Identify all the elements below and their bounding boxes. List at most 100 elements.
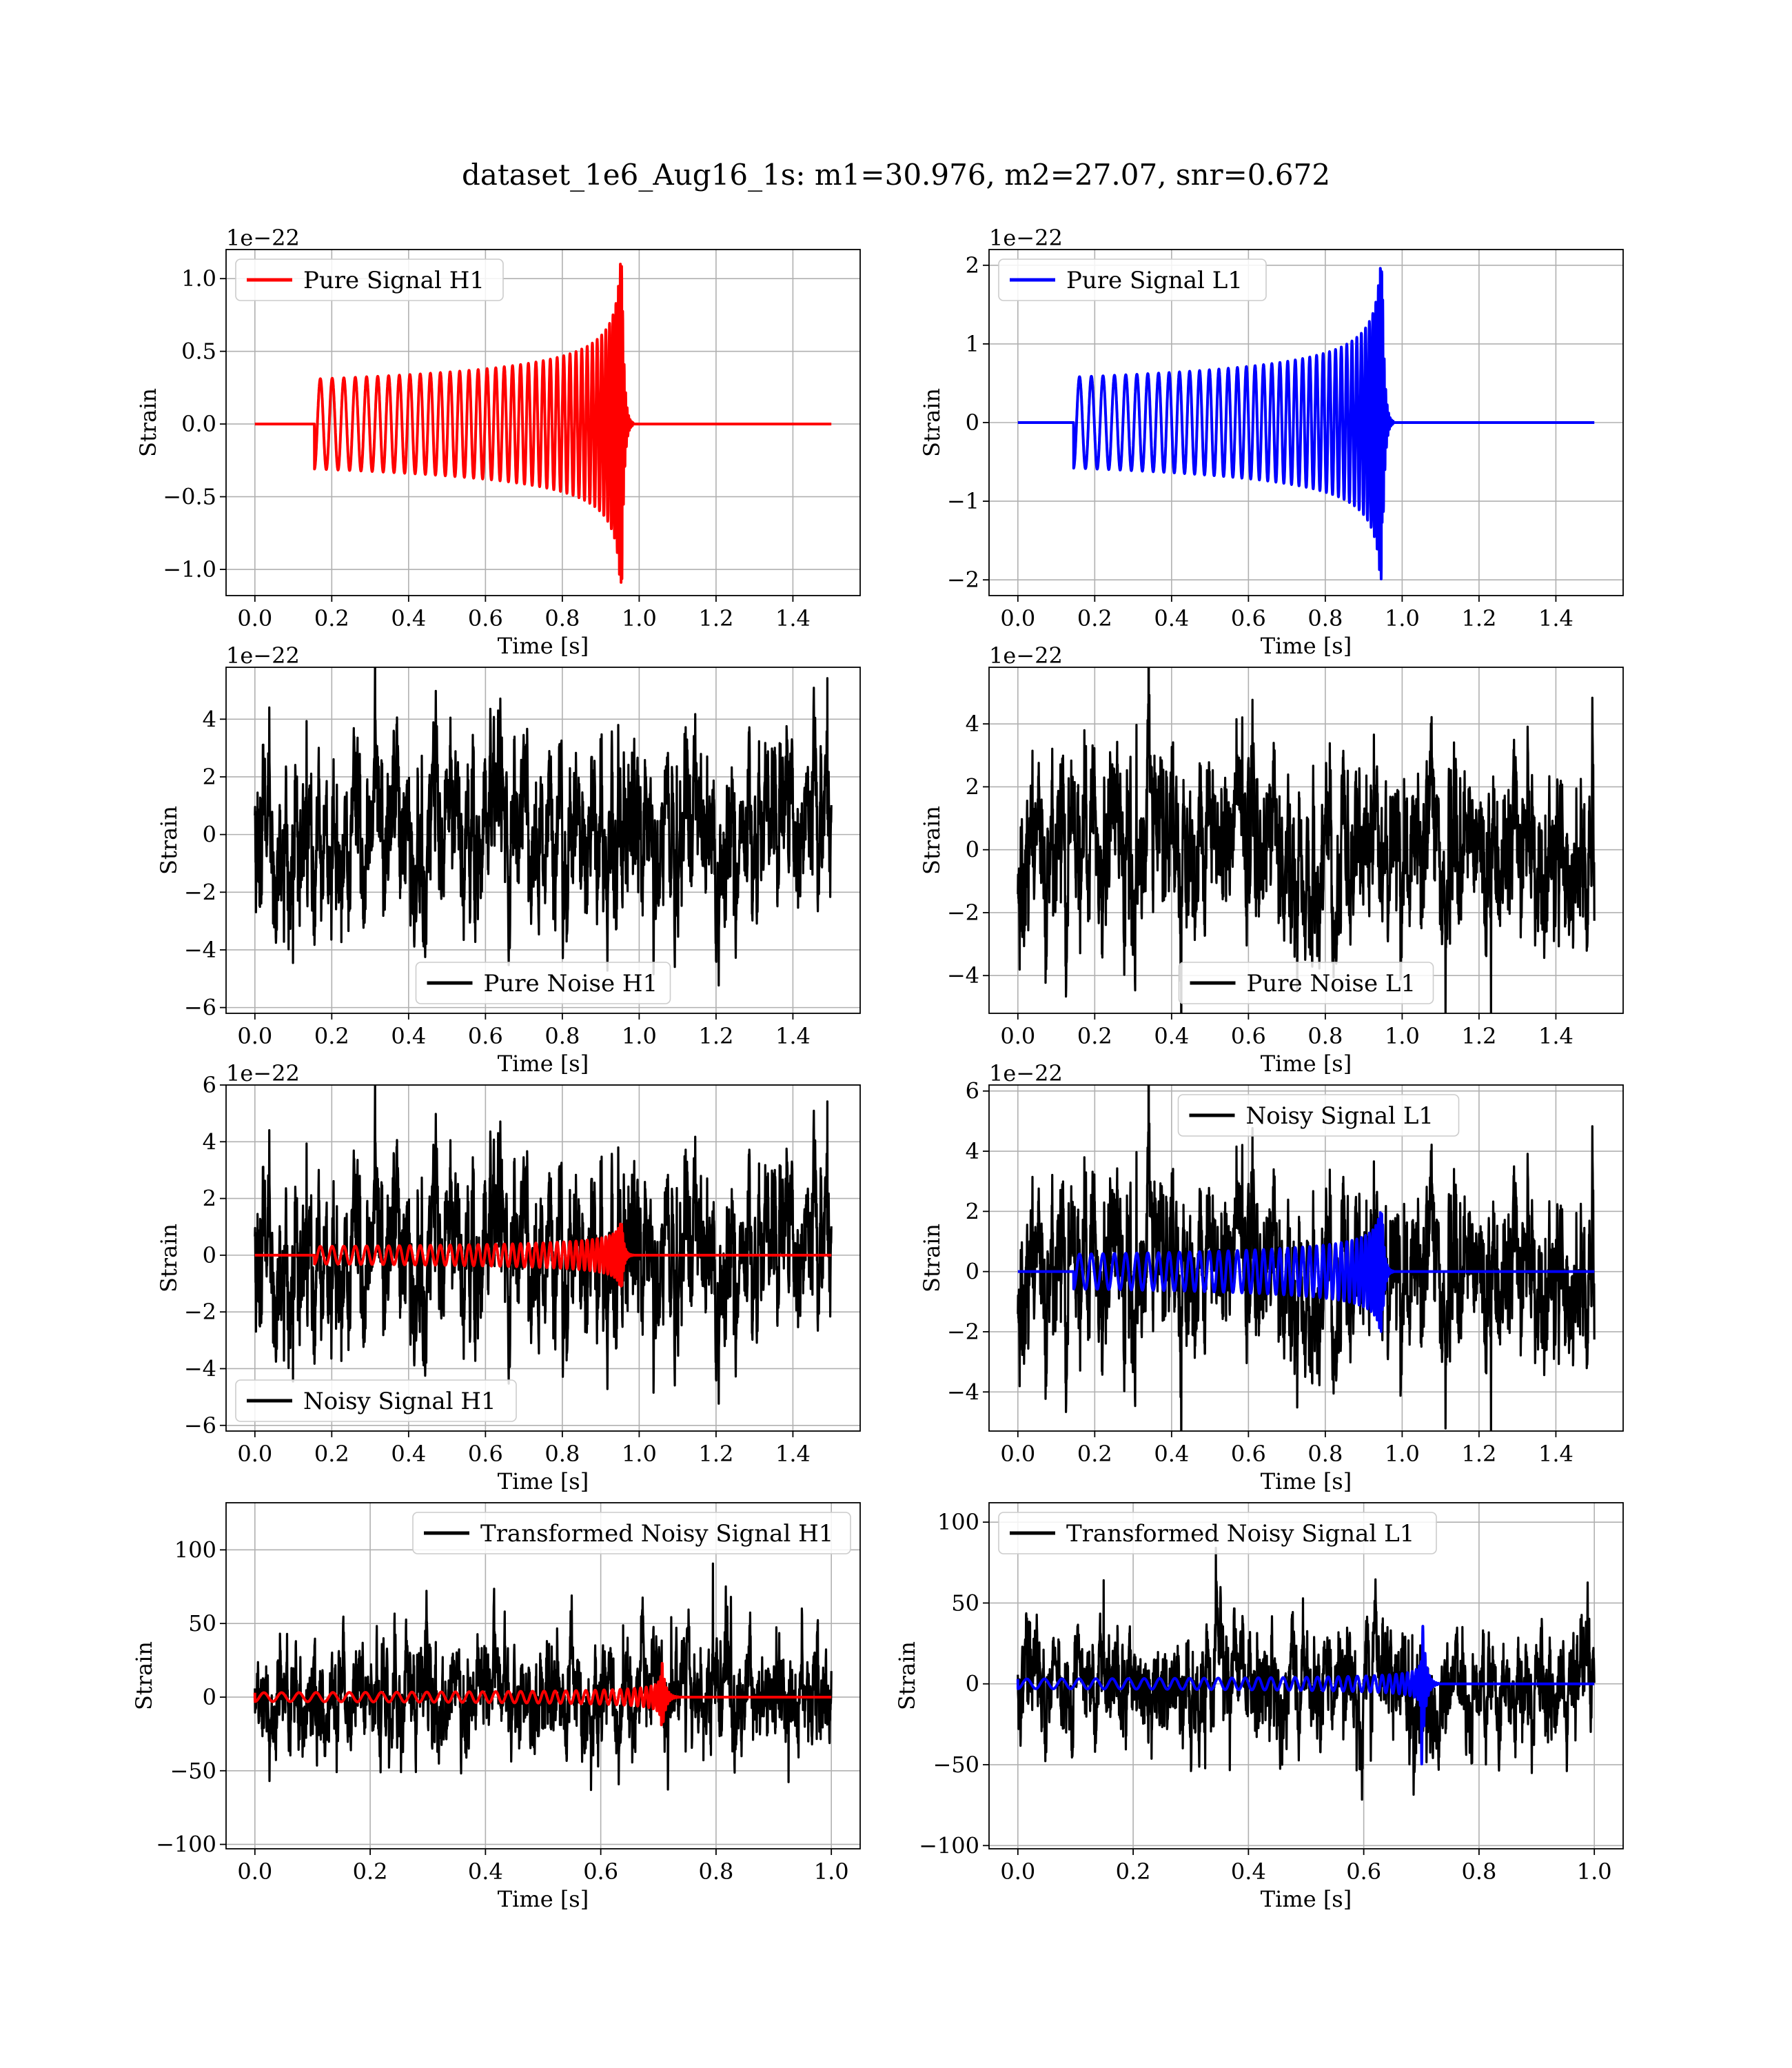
- legend: Pure Signal L1: [998, 258, 1267, 301]
- series-line-signal-overlay: [1016, 1625, 1596, 1765]
- x-tick-label: 0.6: [468, 1441, 503, 1467]
- legend-box: [235, 258, 504, 301]
- x-tick-label: 0.0: [1000, 1858, 1035, 1885]
- subplot-pure-noise-l1: 0.0 0.2 0.4 0.6 0.8 1.0 1.2 1.4 −4 −2 0 2 4 Time [s] S…: [919, 642, 1624, 1077]
- series-line-signal-overlay: [1017, 1211, 1596, 1333]
- x-tick-label: 0.4: [391, 605, 426, 631]
- x-tick-label: 1.0: [1385, 1441, 1420, 1467]
- x-tick-label: 0.8: [1307, 605, 1343, 631]
- x-tick-label: 1.4: [775, 1441, 811, 1467]
- x-tick-label: 0.4: [1154, 1023, 1189, 1049]
- y-tick-label: −50: [933, 1752, 979, 1778]
- y-tick-label: 0.0: [181, 411, 216, 437]
- subplot-noisy-signal-h1: 0.0 0.2 0.4 0.6 0.8 1.0 1.2 1.4 −6 −4 −2 0 2 4 6 Time […: [156, 1060, 861, 1494]
- x-tick-label: 1.4: [1538, 1441, 1574, 1467]
- y-tick-label: −4: [184, 937, 216, 963]
- offset-text: 1e−22: [989, 225, 1063, 251]
- legend-box: [998, 1512, 1437, 1554]
- x-tick-label: 0.2: [353, 1858, 388, 1885]
- series-line-pure-signal-l1: [1017, 267, 1596, 580]
- series-line-pure-signal-h1: [254, 263, 833, 584]
- x-tick-label: 0.2: [1077, 605, 1112, 631]
- x-tick-label: 0.0: [1000, 605, 1035, 631]
- y-tick-label: 100: [937, 1509, 979, 1535]
- x-tick-label: 0.6: [1231, 1441, 1266, 1467]
- y-tick-label: 6: [203, 1072, 216, 1098]
- subplot-transformed-noisy-signal-h1: 0.0 0.2 0.4 0.6 0.8 1.0 −100 −50 0 50 100 Time [s] S…: [131, 1502, 861, 1912]
- x-tick-label: 0.2: [314, 1023, 349, 1049]
- x-tick-label: 0.4: [468, 1858, 503, 1885]
- x-tick-label: 0.4: [391, 1023, 426, 1049]
- x-tick-label: 0.8: [698, 1858, 733, 1885]
- x-axis-label: Time [s]: [1261, 1886, 1352, 1912]
- y-tick-label: 100: [174, 1537, 216, 1563]
- legend-box: [415, 962, 671, 1004]
- y-axis-label: Strain: [156, 806, 182, 875]
- y-tick-label: 2: [966, 252, 979, 278]
- y-tick-label: −2: [184, 1299, 216, 1325]
- x-tick-label: 0.0: [1000, 1441, 1035, 1467]
- axes-frame: [225, 667, 861, 1014]
- y-tick-label: −100: [919, 1832, 979, 1858]
- legend: Pure Signal H1: [235, 258, 504, 301]
- y-tick-label: −2: [947, 1319, 979, 1345]
- y-tick-label: −2: [184, 879, 216, 905]
- x-tick-label: 1.4: [1538, 1023, 1574, 1049]
- x-tick-label: 0.2: [1077, 1441, 1112, 1467]
- y-tick-label: 2: [966, 1198, 979, 1224]
- x-axis-label: Time [s]: [498, 1468, 589, 1494]
- x-tick-label: 1.2: [698, 1441, 733, 1467]
- legend-label: Pure Signal L1: [1066, 267, 1243, 294]
- x-tick-label: 1.0: [622, 605, 657, 631]
- y-tick-label: 0: [966, 409, 979, 436]
- subplot-transformed-noisy-signal-l1: 0.0 0.2 0.4 0.6 0.8 1.0 −100 −50 0 50 100 Time [s] S…: [894, 1502, 1624, 1912]
- x-tick-label: 0.0: [237, 1858, 272, 1885]
- x-tick-label: 0.2: [314, 1441, 349, 1467]
- x-tick-label: 0.8: [1461, 1858, 1496, 1885]
- x-tick-label: 0.8: [544, 1023, 580, 1049]
- y-tick-label: 2: [203, 764, 216, 790]
- offset-text: 1e−22: [989, 642, 1063, 669]
- offset-text: 1e−22: [226, 1060, 300, 1086]
- y-axis-label: Strain: [894, 1641, 920, 1710]
- legend: Transformed Noisy Signal L1: [998, 1512, 1437, 1554]
- x-tick-label: 1.0: [814, 1858, 849, 1885]
- x-tick-label: 0.4: [391, 1441, 426, 1467]
- x-tick-label: 0.0: [237, 605, 272, 631]
- axes-frame: [988, 1502, 1624, 1849]
- y-tick-label: −50: [170, 1758, 216, 1784]
- x-tick-label: 0.6: [1231, 1023, 1266, 1049]
- y-tick-label: 50: [188, 1610, 216, 1636]
- legend-label: Noisy Signal L1: [1246, 1102, 1434, 1130]
- y-tick-label: 4: [203, 706, 216, 732]
- x-tick-label: 0.2: [314, 605, 349, 631]
- y-tick-label: −6: [184, 995, 216, 1021]
- x-tick-label: 0.4: [1154, 605, 1189, 631]
- y-tick-label: −4: [947, 962, 979, 989]
- x-axis-label: Time [s]: [498, 1051, 589, 1077]
- y-tick-label: −100: [156, 1832, 216, 1858]
- x-tick-label: 0.0: [1000, 1023, 1035, 1049]
- y-tick-label: 0.5: [181, 338, 216, 365]
- x-tick-label: 1.0: [622, 1441, 657, 1467]
- y-tick-label: 2: [966, 773, 979, 800]
- x-axis-label: Time [s]: [498, 1886, 589, 1912]
- y-tick-label: 0: [966, 1259, 979, 1285]
- y-tick-label: 2: [203, 1186, 216, 1212]
- y-tick-label: 0: [203, 822, 216, 848]
- x-tick-label: 1.2: [1461, 1023, 1496, 1049]
- y-tick-label: 1.0: [181, 265, 216, 292]
- y-axis-label: Strain: [131, 1641, 157, 1710]
- axes-frame: [225, 1502, 861, 1849]
- y-tick-label: −6: [184, 1412, 216, 1439]
- x-tick-label: 1.4: [775, 1023, 811, 1049]
- y-tick-label: −4: [947, 1379, 979, 1405]
- x-axis-label: Time [s]: [1261, 633, 1352, 659]
- legend-box: [1178, 962, 1434, 1004]
- x-tick-label: 1.0: [1577, 1858, 1612, 1885]
- subplot-pure-signal-h1: 0.0 0.2 0.4 0.6 0.8 1.0 1.2 1.4 −1.0 −0.5 0.0 0.5 1.…: [135, 225, 861, 659]
- series-line-pure-noise-h1: [254, 667, 833, 987]
- x-tick-label: 0.6: [468, 1023, 503, 1049]
- x-tick-label: 1.2: [1461, 1441, 1496, 1467]
